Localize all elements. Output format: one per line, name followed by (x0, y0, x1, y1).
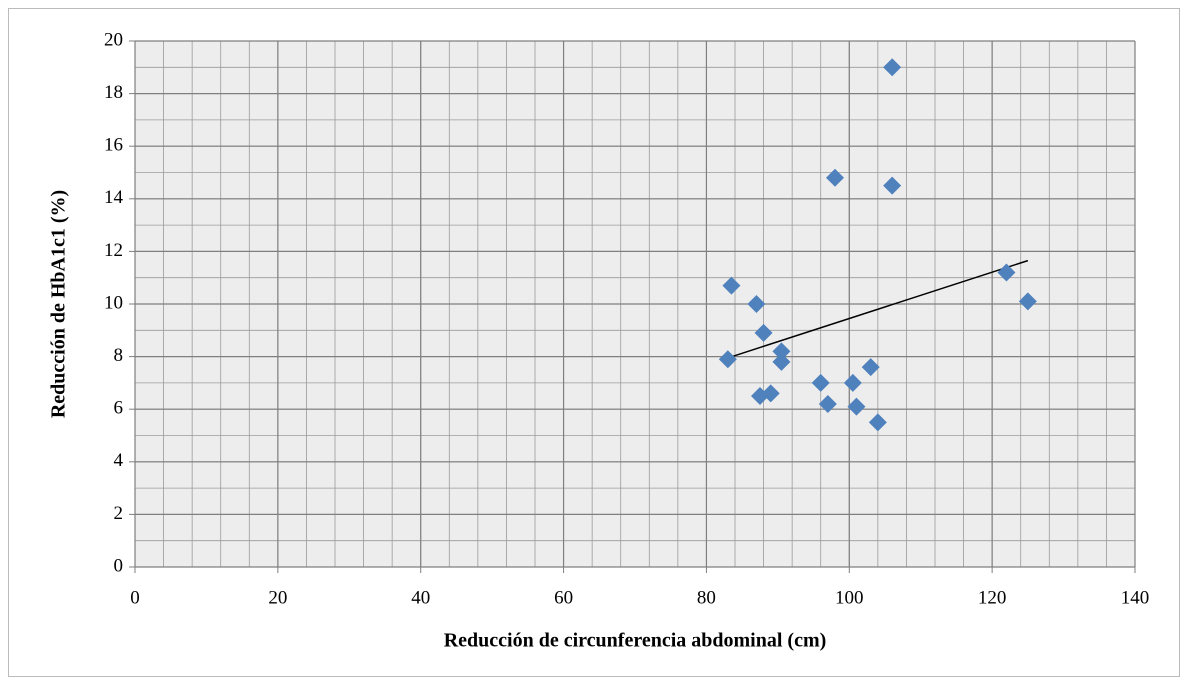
y-axis-title: Reducción de HbA1c1 (%) (48, 190, 70, 418)
point (722, 276, 741, 295)
point (826, 168, 844, 187)
x-tick-label: 120 (978, 587, 1007, 608)
x-tick-label: 100 (835, 587, 864, 608)
y-tick-label: 16 (104, 135, 123, 156)
y-tick-label: 4 (114, 450, 124, 471)
point (818, 394, 837, 413)
x-tick-label: 140 (1121, 587, 1150, 608)
y-tick-label: 2 (114, 503, 124, 524)
point (997, 263, 1016, 282)
point (772, 342, 791, 361)
point (843, 373, 862, 392)
point (718, 350, 737, 369)
y-tick-label: 0 (114, 555, 124, 576)
trendline (727, 259, 1029, 359)
point (861, 358, 880, 377)
point (772, 352, 791, 371)
point (868, 413, 887, 432)
point (761, 384, 780, 403)
x-tick-label: 0 (130, 587, 140, 608)
x-tick-label: 40 (411, 587, 430, 608)
y-tick-label: 10 (104, 292, 123, 313)
point (747, 295, 766, 313)
point (883, 176, 902, 195)
point (883, 58, 902, 77)
point (847, 397, 866, 416)
point (754, 323, 773, 342)
y-tick-label: 18 (104, 82, 123, 103)
x-tick-label: 20 (268, 587, 287, 608)
point (811, 373, 830, 392)
point (1018, 292, 1037, 311)
x-tick-label: 60 (554, 587, 573, 608)
y-tick-label: 14 (104, 187, 124, 208)
y-tick-label: 20 (104, 29, 123, 50)
x-axis-title: Reducción de circunferencia abdominal (c… (444, 630, 827, 652)
y-tick-label: 8 (114, 345, 124, 366)
y-tick-label: 6 (114, 398, 124, 419)
y-tick-label: 12 (104, 240, 123, 261)
x-tick-label: 80 (697, 587, 716, 608)
